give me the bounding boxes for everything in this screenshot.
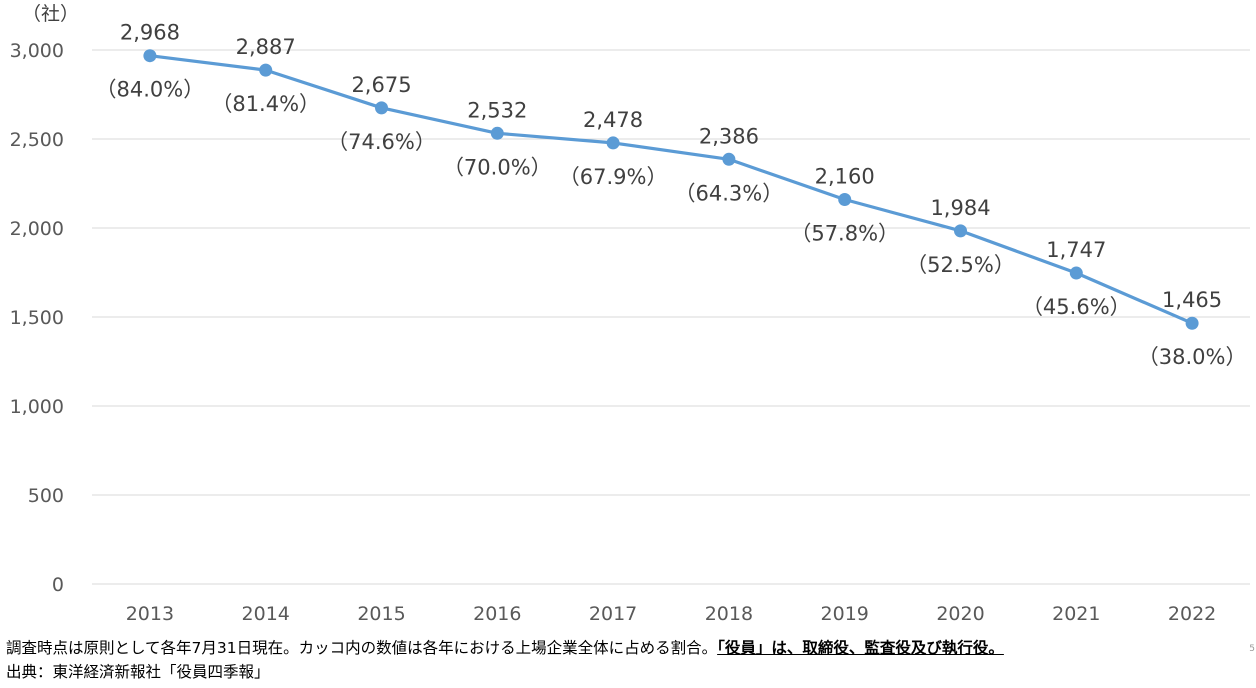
chart-area: 0 500 1,000 1,500 2,000 2,500 3,000 2013 2014 20… xyxy=(10,3,1250,625)
x-tick-label: 2013 xyxy=(126,603,174,625)
y-axis-tick-labels: 0 500 1,000 1,500 2,000 2,500 3,000 xyxy=(10,40,64,596)
value-label: 2,532 xyxy=(467,98,527,122)
footnote-line-1: 調査時点は原則として各年7月31日現在。カッコ内の数値は各年における上場企業全体… xyxy=(6,636,1246,660)
x-tick-label: 2021 xyxy=(1052,603,1100,625)
x-tick-label: 2018 xyxy=(705,603,753,625)
data-point xyxy=(1185,316,1199,330)
data-point xyxy=(375,101,388,115)
y-tick-label: 1,500 xyxy=(10,307,64,329)
y-axis-unit-label: （社） xyxy=(22,3,79,25)
percent-label: （67.9%） xyxy=(559,165,668,189)
x-tick-label: 2022 xyxy=(1168,603,1216,625)
gridlines xyxy=(92,49,1250,585)
series-line xyxy=(148,54,1194,325)
x-tick-label: 2019 xyxy=(821,603,869,625)
y-tick-label: 2,000 xyxy=(10,218,64,240)
y-tick-label: 1,000 xyxy=(10,396,64,418)
value-label: 2,478 xyxy=(583,108,643,132)
data-point xyxy=(722,152,736,166)
value-label: 2,386 xyxy=(699,124,759,148)
footnote-source: 出典：東洋経済新報社「役員四季報」 xyxy=(6,663,270,681)
value-label: 2,887 xyxy=(236,35,296,59)
value-label: 1,984 xyxy=(930,196,990,220)
data-labels: 2,968 （84.0%） 2,887 （81.4%） 2,675 （74.6%） 2,53… xyxy=(96,21,1247,370)
x-tick-label: 2014 xyxy=(242,603,290,625)
data-point xyxy=(259,63,273,77)
x-tick-label: 2016 xyxy=(473,603,521,625)
footnote-survey-note: 調査時点は原則として各年7月31日現在。カッコ内の数値は各年における上場企業全体… xyxy=(6,639,718,657)
percent-label: （52.5%） xyxy=(906,253,1015,277)
data-point xyxy=(143,49,157,63)
value-label: 2,968 xyxy=(120,21,180,45)
percent-label: （64.3%） xyxy=(675,181,784,205)
percent-label: （45.6%） xyxy=(1022,295,1131,319)
data-point xyxy=(1069,266,1083,280)
data-point xyxy=(838,193,852,207)
x-tick-label: 2020 xyxy=(936,603,984,625)
y-tick-label: 3,000 xyxy=(10,40,64,62)
page-number: 5 xyxy=(1249,644,1255,654)
percent-label: （74.6%） xyxy=(327,130,436,154)
value-label: 1,747 xyxy=(1046,238,1106,262)
data-point xyxy=(954,224,967,238)
data-point xyxy=(490,126,504,140)
percent-label: （81.4%） xyxy=(211,92,320,116)
data-points xyxy=(143,49,1199,330)
x-axis-tick-labels: 2013 2014 2015 2016 2017 2018 2019 2020 2021 2022 xyxy=(126,603,1217,625)
percent-label: （84.0%） xyxy=(96,78,205,102)
value-label: 2,160 xyxy=(815,165,875,189)
x-tick-label: 2015 xyxy=(357,603,405,625)
footnotes: 調査時点は原則として各年7月31日現在。カッコ内の数値は各年における上場企業全体… xyxy=(6,636,1246,684)
footnote-officer-definition: 「役員」は、取締役、監査役及び執行役。 xyxy=(717,639,1004,657)
percent-label: （57.8%） xyxy=(790,222,899,246)
y-tick-label: 0 xyxy=(52,574,64,596)
percent-label: （70.0%） xyxy=(443,155,552,179)
x-tick-label: 2017 xyxy=(589,603,637,625)
value-label: 2,675 xyxy=(351,73,411,97)
data-point xyxy=(606,136,620,150)
value-label: 1,465 xyxy=(1162,288,1222,312)
percent-label: （38.0%） xyxy=(1138,345,1247,369)
y-tick-label: 500 xyxy=(28,485,64,507)
y-tick-label: 2,500 xyxy=(10,129,64,151)
